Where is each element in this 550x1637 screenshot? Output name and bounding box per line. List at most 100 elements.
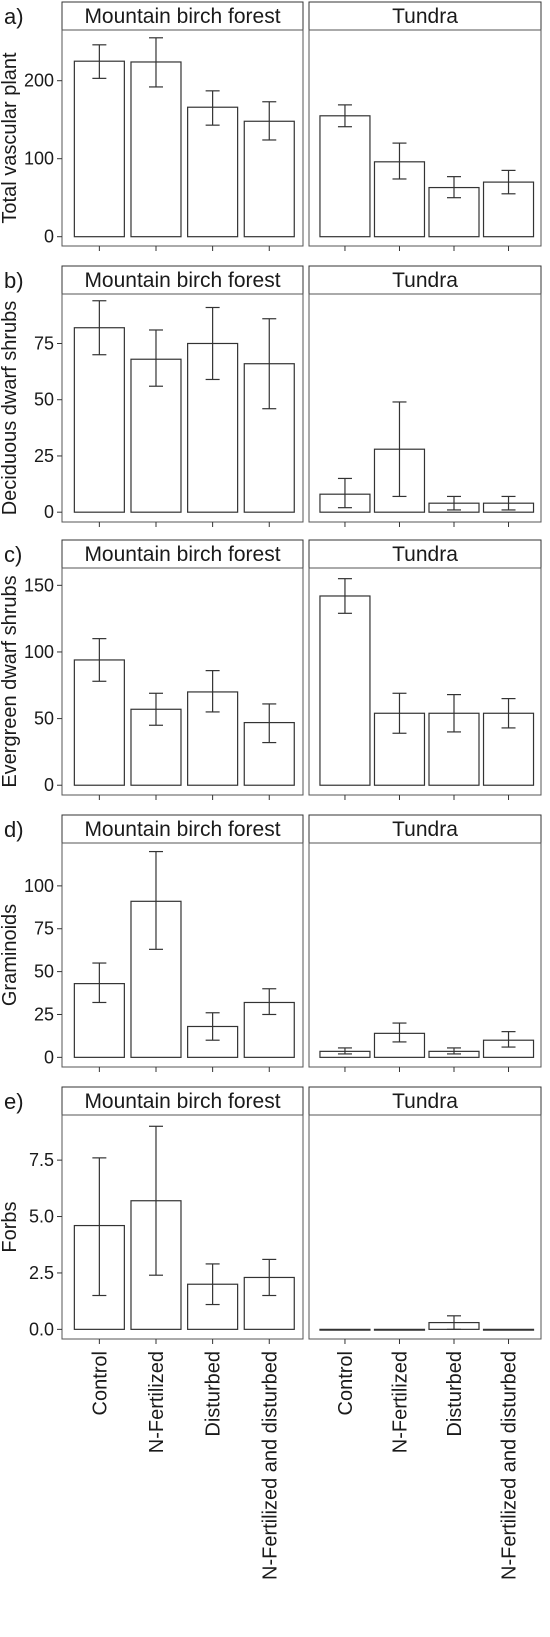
facet-strip-label: Mountain birch forest [84,543,280,566]
bar [319,1328,371,1331]
error-bar [262,101,277,141]
panel-label: b) [4,268,24,293]
error-bar [262,988,277,1016]
error-bar [262,703,277,744]
panel-3: c) Evergreen dwarf shrubs Mountain birch f… [0,539,542,800]
facet-plot-border [308,1114,542,1340]
error-bar [148,692,163,726]
y-tick-label: 25 [34,446,54,466]
facet-plot-border [61,29,304,247]
facet-tundra: Tundra [308,265,542,527]
facet-plot-border [308,29,542,247]
y-tick-label: 50 [34,709,54,729]
bar [482,1328,535,1331]
x-tick-label: N-Fertilized and disturbed [259,1351,281,1580]
error-bar [92,300,107,356]
facet-strip [308,1086,542,1116]
x-tick-label: N-Fertilized [389,1351,411,1453]
error-bar [148,37,163,88]
facet-plot-border [61,842,304,1068]
y-tick-label: 0 [44,1047,54,1067]
error-bar [337,104,352,128]
x-tick-label: Control [335,1351,357,1415]
x-tick-label: Disturbed [444,1351,466,1437]
facet-plot-border [308,293,542,523]
facet-strip-label: Tundra [392,5,458,28]
error-bar [337,1047,352,1055]
bar [73,60,125,238]
error-bar [501,698,516,729]
facet-strip-label: Mountain birch forest [84,1090,280,1113]
y-tick-label: 7.5 [29,1150,54,1170]
error-bar [337,477,352,509]
y-tick-label: 0 [44,502,54,522]
error-bar [501,169,516,195]
y-tick-label: 0 [44,227,54,247]
y-tick-label: 75 [34,333,54,353]
error-bar [205,90,220,126]
facet-forest: Mountain birch forest [61,265,304,527]
bar [73,327,125,513]
error-bar [92,638,107,682]
facet-strip [308,539,542,569]
y-tick-label: 25 [34,1004,54,1024]
x-tick-label: Disturbed [203,1351,225,1437]
facet-strip-label: Mountain birch forest [84,269,280,292]
facet-forest: Mountain birch forest [61,539,304,800]
error-bar [501,495,516,511]
error-bar [205,1263,220,1306]
panel-4: d) Graminoids Mountain birch forest 0 25 50 75… [0,814,542,1072]
error-bar [92,962,107,1004]
panel-label: a) [4,4,24,29]
error-bar [205,670,220,713]
error-bar [262,318,277,410]
y-tick-label: 0.0 [29,1319,54,1339]
y-tick-label: 0 [44,775,54,795]
y-axis-label: Forbs [0,1201,21,1252]
facet-tundra: Tundra [308,814,542,1072]
facet-strip-label: Mountain birch forest [84,5,280,28]
facet-strip [61,814,304,844]
facet-strip [61,1,304,31]
facet-strip [308,814,542,844]
facet-forest: Mountain birch forest [61,1,304,251]
error-bar [392,1022,407,1043]
facet-tundra: Tundra [308,539,542,800]
bar [130,61,182,238]
y-tick-label: 50 [34,390,54,410]
facet-strip-label: Tundra [392,269,458,292]
y-tick-label: 100 [24,642,54,662]
y-axis-label: Graminoids [0,904,21,1006]
facet-plot-border [61,567,304,796]
error-bar [148,1125,163,1276]
facet-strip-label: Tundra [392,818,458,841]
error-bar [92,44,107,79]
panel-1: a) Total vascular plant Mountain birch for… [0,1,542,251]
bar [187,106,239,238]
facet-strip [61,539,304,569]
error-bar [205,306,220,381]
panel-5: e) Forbs Mountain birch forest Control N-Fer… [0,1086,542,1580]
y-tick-label: 75 [34,919,54,939]
x-tick-label: Control [89,1351,111,1415]
error-bar [447,176,461,199]
error-bar [392,401,407,498]
y-tick-label: 50 [34,962,54,982]
y-tick-label: 200 [24,71,54,91]
facet-strip-label: Mountain birch forest [84,818,280,841]
facet-plot-border [308,567,542,796]
y-tick-label: 150 [24,575,54,595]
error-bar [392,692,407,734]
facet-strip [61,1086,304,1116]
error-bar [392,142,407,180]
error-bar [501,1031,516,1048]
y-axis-label: Evergreen dwarf shrubs [0,575,21,787]
facet-tundra: Tundra [308,1,542,251]
bar [373,1328,426,1331]
facet-plot-border [61,293,304,523]
y-tick-label: 100 [24,876,54,896]
facet-strip [61,265,304,295]
panel-2: b) Deciduous dwarf shrubs Mountain birch f… [0,265,542,527]
